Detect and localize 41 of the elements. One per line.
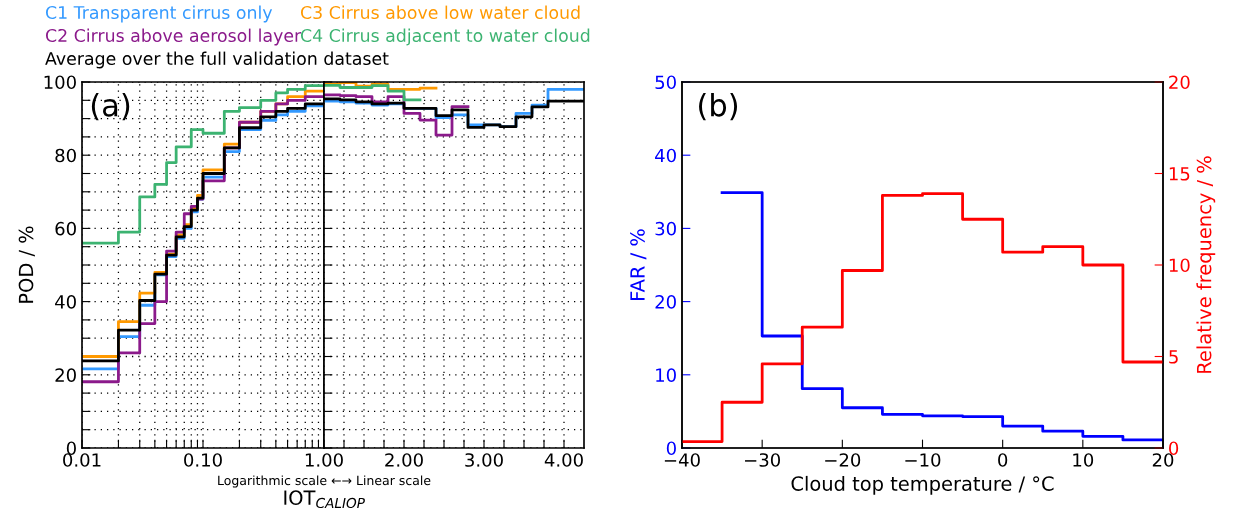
y-tick-label: 0 <box>666 441 676 456</box>
y-tick-label: 40 <box>655 148 676 163</box>
y2-axis-title: Relative frequency / % <box>1196 156 1216 373</box>
y2-tick-label: 5 <box>1169 350 1178 364</box>
text: Logarithmic scale ←→ Linear scale <box>218 475 431 488</box>
y-tick-label: 10 <box>656 368 676 382</box>
y-tick-label: 20 <box>655 295 676 309</box>
annotation: (a) <box>91 93 130 121</box>
x-tick-label: 0.10 <box>184 453 222 467</box>
y-tick-label: 50 <box>655 75 676 90</box>
y-tick-label: 60 <box>55 221 76 236</box>
x-axis-title: IOT$_{CALIOP}$ <box>284 490 365 509</box>
y-tick-label: 40 <box>55 295 76 309</box>
x-tick-label: 20 <box>1152 453 1174 467</box>
x-tick-label: 0 <box>998 453 1008 467</box>
x-tick-label: −20 <box>825 453 861 467</box>
x-tick-label: −30 <box>745 453 781 467</box>
y-tick-label: 80 <box>55 148 76 163</box>
x-axis-title: Cloud top temperature / °C <box>791 475 1054 495</box>
annotation: (b) <box>699 92 738 121</box>
y-axis-title: POD / % <box>18 226 35 303</box>
y2-tick-label: 10 <box>1169 258 1190 273</box>
y2-tick-label: 0 <box>1169 441 1179 456</box>
x-tick-label: −40 <box>664 453 700 467</box>
x-tick-label: −10 <box>905 453 941 467</box>
y2-tick-label: 20 <box>1169 75 1190 90</box>
y2-tick-label: 15 <box>1169 167 1190 181</box>
text: C2 Cirrus above aerosol layer <box>45 28 302 46</box>
text: C3 Cirrus above low water cloud <box>300 5 580 20</box>
text: C4 Cirrus adjacent to water cloud <box>300 28 590 46</box>
y-tick-label: 20 <box>55 368 76 382</box>
text: C1 Transparent cirrus only <box>45 5 273 23</box>
x-tick-label: 10 <box>1073 453 1094 467</box>
y-tick-label: 100 <box>44 75 76 90</box>
x-tick-label: 2.00 <box>385 453 423 467</box>
x-tick-label: 1.00 <box>305 453 343 467</box>
x-tick-label: 3.00 <box>465 453 503 467</box>
x-tick-label: 4.00 <box>544 453 583 467</box>
y-tick-label: 30 <box>655 221 676 236</box>
y-axis-title: FAR / % <box>630 229 647 300</box>
text: Average over the full validation dataset <box>45 51 389 69</box>
